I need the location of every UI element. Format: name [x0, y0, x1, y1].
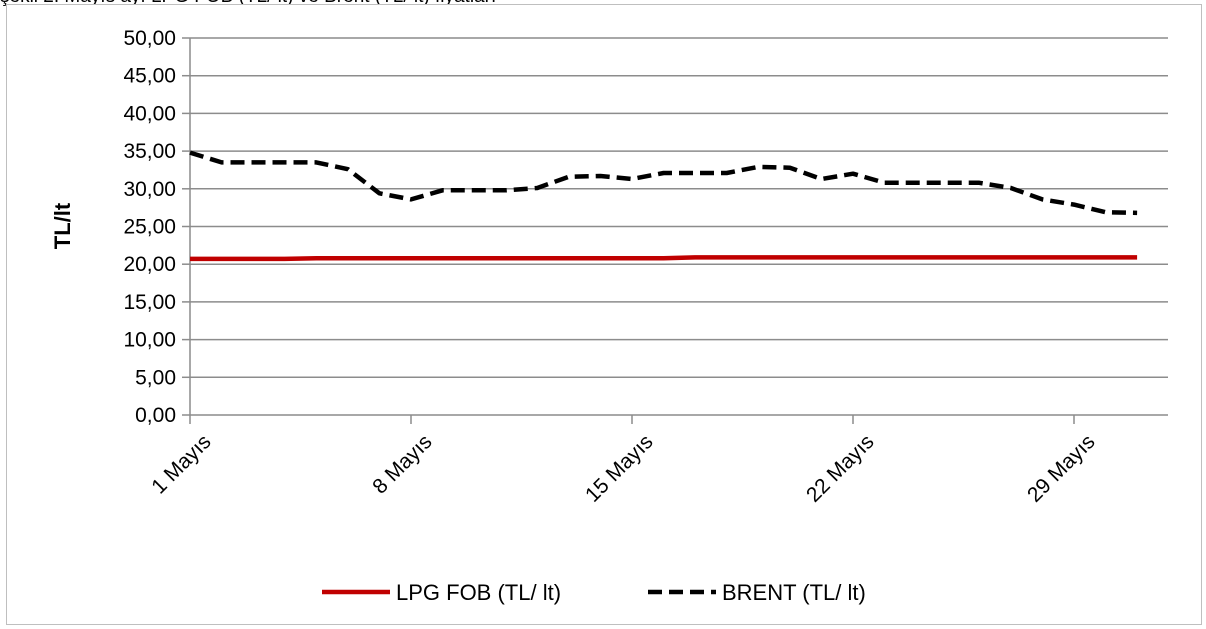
x-tick-label: 8 Mayıs	[368, 430, 436, 498]
series-line-lpg-fob	[190, 255, 1138, 262]
y-tick-label: 25,00	[123, 216, 176, 239]
legend: LPG FOB (TL/ lt) BRENT (TL/ lt)	[322, 580, 866, 605]
x-tick-label: 22 Mayıs	[802, 430, 879, 507]
legend-label: BRENT (TL/ lt)	[722, 580, 866, 605]
y-axis-title: TL/lt	[50, 202, 75, 249]
x-tick-label: 15 Mayıs	[581, 430, 658, 507]
y-tick-label: 5,00	[135, 366, 176, 389]
series-line-brent	[189, 150, 1138, 216]
y-tick-label: 10,00	[123, 329, 176, 352]
x-tick-label: 29 Mayıs	[1023, 430, 1100, 507]
y-tick-label: 40,00	[123, 102, 176, 125]
y-tick-label: 50,00	[123, 27, 176, 50]
y-tick-label: 45,00	[123, 65, 176, 88]
legend-label: LPG FOB (TL/ lt)	[396, 580, 561, 605]
x-tick-label: 1 Mayıs	[147, 430, 215, 498]
y-tick-label: 35,00	[123, 140, 176, 163]
y-tick-label: 0,00	[135, 404, 176, 427]
gridlines	[190, 37, 1168, 379]
y-tick-label: 20,00	[123, 253, 176, 276]
series-lines	[189, 150, 1138, 262]
y-tick-label: 30,00	[123, 178, 176, 201]
y-tick-label: 15,00	[123, 291, 176, 314]
axes: 0,00 5,00 10,00 15,00 20,00 25,00 30,00 35,00 40…	[123, 27, 1168, 507]
chart-frame	[6, 4, 1202, 625]
figure-caption: şekil 2: Mayıs ayı LPG FOB (TL/ lt) ve B…	[0, 0, 1206, 8]
